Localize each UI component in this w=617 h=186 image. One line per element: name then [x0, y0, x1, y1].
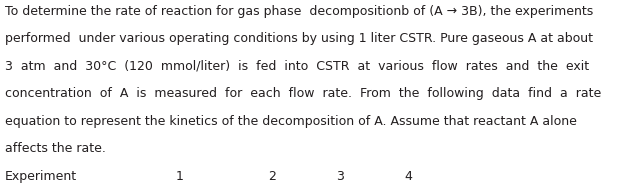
Text: 1: 1: [176, 170, 184, 183]
Text: 3: 3: [336, 170, 344, 183]
Text: 2: 2: [268, 170, 276, 183]
Text: equation to represent the kinetics of the decomposition of A. Assume that reacta: equation to represent the kinetics of th…: [5, 115, 577, 128]
Text: 3  atm  and  30°C  (120  mmol/liter)  is  fed  into  CSTR  at  various  flow  ra: 3 atm and 30°C (120 mmol/liter) is fed i…: [5, 60, 589, 73]
Text: concentration  of  A  is  measured  for  each  flow  rate.  From  the  following: concentration of A is measured for each …: [5, 87, 601, 100]
Text: 4: 4: [404, 170, 412, 183]
Text: Experiment: Experiment: [5, 170, 77, 183]
Text: performed  under various operating conditions by using 1 liter CSTR. Pure gaseou: performed under various operating condit…: [5, 32, 593, 45]
Text: To determine the rate of reaction for gas phase  decompositionb of (A → 3B), the: To determine the rate of reaction for ga…: [5, 5, 593, 18]
Text: affects the rate.: affects the rate.: [5, 142, 106, 155]
